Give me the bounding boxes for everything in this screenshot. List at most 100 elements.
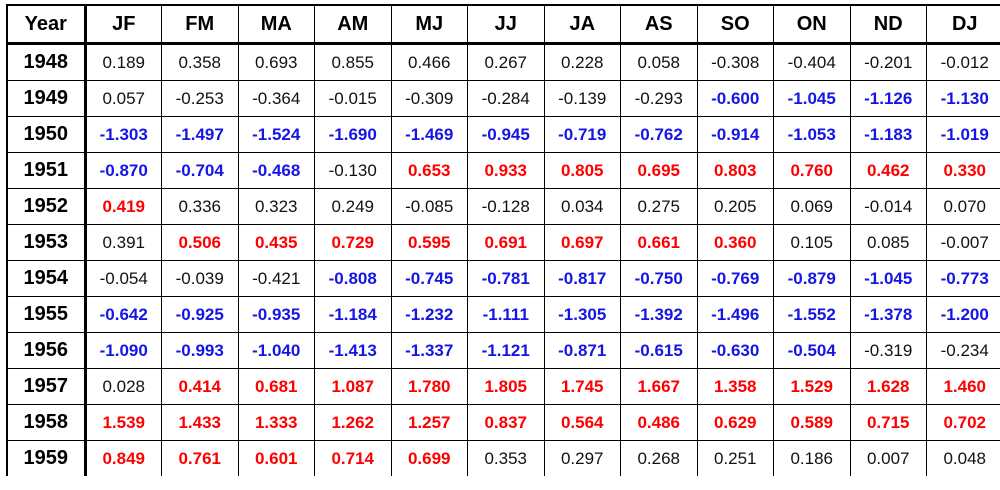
value-cell: 0.275 xyxy=(620,188,698,225)
value-cell: -0.012 xyxy=(926,43,1000,81)
year-cell: 1959 xyxy=(6,440,87,476)
value-cell: 0.336 xyxy=(161,188,239,225)
value-cell: -0.364 xyxy=(237,80,315,117)
value-cell: -0.642 xyxy=(84,296,162,333)
value-cell: -1.378 xyxy=(849,296,927,333)
value-cell: -1.045 xyxy=(773,80,851,117)
column-header-nd: ND xyxy=(849,4,927,45)
year-cell: 1950 xyxy=(6,116,87,153)
year-cell: 1953 xyxy=(6,224,87,261)
value-cell: -0.319 xyxy=(849,332,927,369)
value-cell: 0.933 xyxy=(467,152,545,189)
value-cell: 0.419 xyxy=(84,188,162,225)
value-cell: 0.267 xyxy=(467,43,545,81)
value-cell: -0.993 xyxy=(161,332,239,369)
value-cell: -0.615 xyxy=(620,332,698,369)
value-cell: -1.130 xyxy=(926,80,1000,117)
value-cell: -1.126 xyxy=(849,80,927,117)
value-cell: -1.019 xyxy=(926,116,1000,153)
value-cell: -1.496 xyxy=(696,296,774,333)
table-row: 1954 -0.054 -0.039 -0.421 -0.808 -0.745 -0.781… xyxy=(6,260,1000,297)
value-cell: 1.262 xyxy=(314,404,392,441)
value-cell: 0.360 xyxy=(696,224,774,261)
table-row: 1953 0.391 0.506 0.435 0.729 0.595 0.691 0.697 0… xyxy=(6,224,1000,261)
column-header-on: ON xyxy=(773,4,851,45)
value-cell: 1.257 xyxy=(390,404,468,441)
table-row: 1955 -0.642 -0.925 -0.935 -1.184 -1.232 -1.111… xyxy=(6,296,1000,333)
column-header-so: SO xyxy=(696,4,774,45)
value-cell: 0.186 xyxy=(773,440,851,476)
value-cell: -0.745 xyxy=(390,260,468,297)
value-cell: -0.808 xyxy=(314,260,392,297)
value-cell: 0.358 xyxy=(161,43,239,81)
value-cell: -1.690 xyxy=(314,116,392,153)
value-cell: -0.817 xyxy=(543,260,621,297)
year-cell: 1948 xyxy=(6,43,87,81)
value-cell: -0.935 xyxy=(237,296,315,333)
value-cell: 0.589 xyxy=(773,404,851,441)
value-cell: 0.697 xyxy=(543,224,621,261)
value-cell: 0.691 xyxy=(467,224,545,261)
value-cell: -1.232 xyxy=(390,296,468,333)
value-cell: 0.760 xyxy=(773,152,851,189)
value-cell: 0.653 xyxy=(390,152,468,189)
value-cell: 0.506 xyxy=(161,224,239,261)
value-cell: -0.128 xyxy=(467,188,545,225)
value-cell: -1.469 xyxy=(390,116,468,153)
value-cell: -0.781 xyxy=(467,260,545,297)
table-row: 1957 0.028 0.414 0.681 1.087 1.780 1.805 1.745 1… xyxy=(6,368,1000,405)
value-cell: 0.330 xyxy=(926,152,1000,189)
column-header-jj: JJ xyxy=(467,4,545,45)
value-cell: 0.323 xyxy=(237,188,315,225)
value-cell: 1.333 xyxy=(237,404,315,441)
value-cell: -0.468 xyxy=(237,152,315,189)
value-cell: -0.054 xyxy=(84,260,162,297)
value-cell: -0.769 xyxy=(696,260,774,297)
value-cell: 0.268 xyxy=(620,440,698,476)
value-cell: 0.249 xyxy=(314,188,392,225)
column-header-as: AS xyxy=(620,4,698,45)
value-cell: 1.539 xyxy=(84,404,162,441)
value-cell: 1.358 xyxy=(696,368,774,405)
value-cell: -1.090 xyxy=(84,332,162,369)
value-cell: 1.087 xyxy=(314,368,392,405)
table-header: Year JF FM MA AM MJ JJ JA AS SO ON ND DJ xyxy=(6,4,1000,45)
value-cell: 0.601 xyxy=(237,440,315,476)
value-cell: 0.715 xyxy=(849,404,927,441)
table-row: 1950 -1.303 -1.497 -1.524 -1.690 -1.469 -0.945… xyxy=(6,116,1000,153)
year-cell: 1949 xyxy=(6,80,87,117)
value-cell: -0.421 xyxy=(237,260,315,297)
value-cell: 0.486 xyxy=(620,404,698,441)
value-cell: 0.855 xyxy=(314,43,392,81)
value-cell: -1.305 xyxy=(543,296,621,333)
value-cell: 0.353 xyxy=(467,440,545,476)
value-cell: 0.028 xyxy=(84,368,162,405)
value-cell: -0.870 xyxy=(84,152,162,189)
value-cell: -0.039 xyxy=(161,260,239,297)
value-cell: -0.945 xyxy=(467,116,545,153)
value-cell: 1.460 xyxy=(926,368,1000,405)
value-cell: 0.105 xyxy=(773,224,851,261)
value-cell: 1.529 xyxy=(773,368,851,405)
value-cell: 1.745 xyxy=(543,368,621,405)
value-cell: -0.201 xyxy=(849,43,927,81)
value-cell: 0.205 xyxy=(696,188,774,225)
value-cell: -1.045 xyxy=(849,260,927,297)
value-cell: 0.629 xyxy=(696,404,774,441)
value-cell: 0.070 xyxy=(926,188,1000,225)
value-cell: 0.693 xyxy=(237,43,315,81)
value-cell: -1.303 xyxy=(84,116,162,153)
year-cell: 1955 xyxy=(6,296,87,333)
value-cell: -0.253 xyxy=(161,80,239,117)
value-cell: -0.914 xyxy=(696,116,774,153)
value-cell: 0.435 xyxy=(237,224,315,261)
value-cell: -1.552 xyxy=(773,296,851,333)
value-cell: -1.184 xyxy=(314,296,392,333)
year-cell: 1958 xyxy=(6,404,87,441)
value-cell: 0.085 xyxy=(849,224,927,261)
year-cell: 1957 xyxy=(6,368,87,405)
value-cell: 0.849 xyxy=(84,440,162,476)
column-header-jf: JF xyxy=(84,4,162,45)
year-cell: 1951 xyxy=(6,152,87,189)
value-cell: 1.433 xyxy=(161,404,239,441)
